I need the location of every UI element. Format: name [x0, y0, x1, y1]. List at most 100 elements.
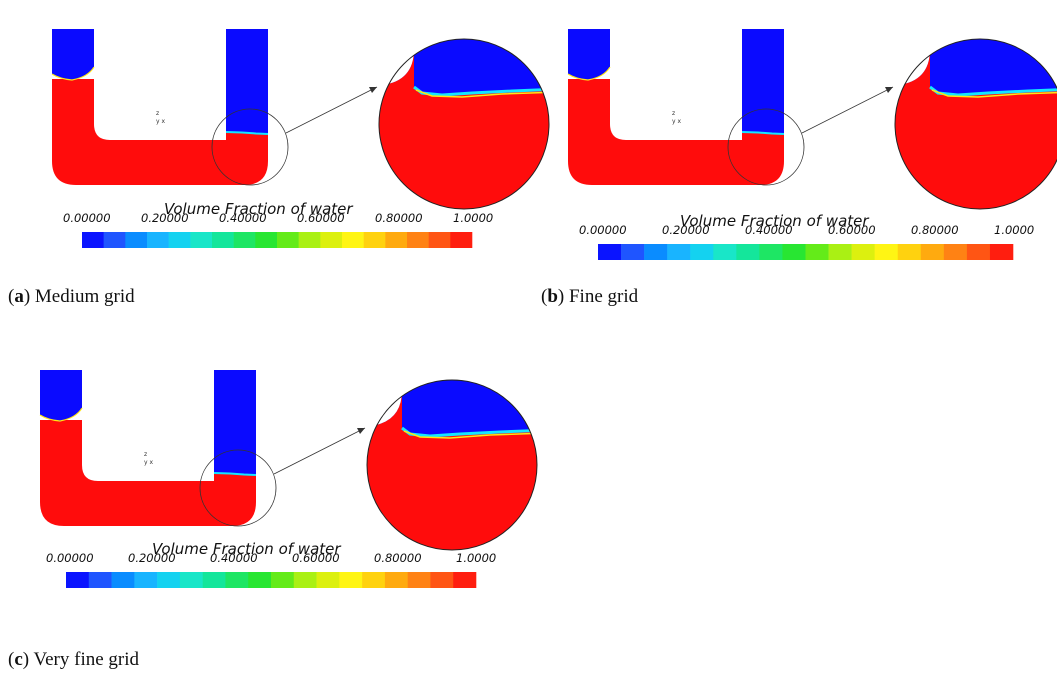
colorbar-swatch: [320, 232, 342, 248]
colorbar-tick-label: 1.0000: [994, 223, 1034, 237]
colorbar-swatch: [407, 232, 429, 248]
colorbar-swatch: [66, 572, 89, 588]
colorbar-swatch: [690, 244, 713, 260]
zoom-connector-arrow: [274, 428, 365, 474]
colorbar-tick-label: 0.40000: [219, 211, 267, 225]
contour-figure: z y x Volume Fraction of water 0.00000 0.…: [558, 29, 1057, 274]
axis-z-glyph: z: [144, 451, 147, 458]
colorbar-swatch: [104, 232, 126, 248]
colorbar-tick-label: 0.00000: [46, 551, 94, 565]
colorbar-swatch: [157, 572, 180, 588]
u-tube-contour: z y x: [40, 370, 256, 526]
zoomed-view: [372, 29, 562, 229]
colorbar-tick-label: 0.80000: [375, 211, 423, 225]
colorbar-swatch: [898, 244, 921, 260]
air-region-right: [742, 29, 784, 133]
colorbar-swatch: [342, 232, 364, 248]
colorbar-swatch: [621, 244, 644, 260]
contour-figure: z y x Volume Fraction of water 0.00000 0.…: [30, 370, 530, 615]
colorbar-swatch: [967, 244, 990, 260]
colorbar-swatch: [317, 572, 340, 588]
colorbar-swatch: [212, 232, 234, 248]
colorbar-tick-label: 0.40000: [745, 223, 793, 237]
colorbar: Volume Fraction of water 0.00000 0.20000 0…: [579, 212, 1034, 260]
colorbar-swatch: [667, 244, 690, 260]
colorbar-swatch: [450, 232, 472, 248]
colorbar-swatch: [362, 572, 385, 588]
colorbar-swatch: [921, 244, 944, 260]
air-region-left: [40, 370, 82, 421]
u-tube-contour: z y x: [568, 29, 784, 185]
colorbar-swatch: [829, 244, 852, 260]
colorbar-swatch: [169, 232, 191, 248]
colorbar-tick-label: 0.00000: [63, 211, 111, 225]
zoom-connector-arrow: [286, 87, 377, 133]
colorbar-swatch: [180, 572, 203, 588]
colorbar-swatch: [782, 244, 805, 260]
colorbar-swatch: [203, 572, 226, 588]
air-region-right: [214, 370, 256, 474]
colorbar-swatch: [147, 232, 169, 248]
colorbar-swatch: [806, 244, 829, 260]
colorbar-swatch: [190, 232, 212, 248]
colorbar-tick-label: 0.00000: [579, 223, 627, 237]
colorbar-swatch: [271, 572, 294, 588]
colorbar-swatch: [294, 572, 317, 588]
colorbar-swatch: [82, 232, 104, 248]
zoomed-view: [360, 370, 550, 570]
colorbar-swatch: [944, 244, 967, 260]
axis-xy-glyph: y x: [144, 459, 153, 466]
colorbar-tick-label: 0.60000: [297, 211, 345, 225]
colorbar-swatch: [453, 572, 476, 588]
colorbar-swatch: [125, 232, 147, 248]
panel-medium-grid: z y x Volume Fraction of water 0.00000 0.…: [42, 29, 542, 274]
colorbar-tick-label: 1.0000: [453, 211, 493, 225]
colorbar-tick-label: 0.60000: [292, 551, 340, 565]
axis-z-glyph: z: [672, 110, 675, 117]
colorbar-swatch: [644, 244, 667, 260]
colorbar-swatch: [364, 232, 386, 248]
panel-very-fine-grid: z y x Volume Fraction of water 0.00000 0.…: [30, 370, 530, 615]
axis-xy-glyph: y x: [672, 118, 681, 125]
colorbar-swatch: [134, 572, 157, 588]
colorbar-swatch: [112, 572, 135, 588]
colorbar-swatches: [82, 232, 472, 248]
colorbar-swatch: [713, 244, 736, 260]
colorbar-swatch: [875, 244, 898, 260]
caption-medium-grid: (a) Medium grid: [8, 286, 135, 308]
colorbar-swatches: [66, 572, 476, 588]
colorbar-swatch: [248, 572, 271, 588]
air-region-left: [52, 29, 94, 80]
axis-xy-glyph: y x: [156, 118, 165, 125]
colorbar-swatch: [277, 232, 299, 248]
colorbar-swatch: [89, 572, 112, 588]
colorbar-swatch: [736, 244, 759, 260]
colorbar-swatches: [598, 244, 1013, 260]
colorbar-tick-label: 0.40000: [210, 551, 258, 565]
air-region-right: [226, 29, 268, 133]
colorbar-swatch: [408, 572, 431, 588]
panel-fine-grid: z y x Volume Fraction of water 0.00000 0.…: [558, 29, 1057, 274]
colorbar-swatch: [385, 232, 407, 248]
caption-very-fine-grid: (c) Very fine grid: [8, 649, 139, 671]
colorbar-swatch: [429, 232, 451, 248]
colorbar-swatch: [339, 572, 362, 588]
colorbar-swatch: [299, 232, 321, 248]
colorbar-tick-label: 0.20000: [662, 223, 710, 237]
colorbar-swatch: [430, 572, 453, 588]
colorbar-tick-label: 1.0000: [456, 551, 496, 565]
air-region-left: [568, 29, 610, 80]
axis-z-glyph: z: [156, 110, 159, 117]
colorbar: Volume Fraction of water 0.00000 0.20000 0…: [63, 200, 493, 248]
colorbar-swatch: [598, 244, 621, 260]
colorbar-swatch: [990, 244, 1013, 260]
colorbar-swatch: [255, 232, 277, 248]
caption-fine-grid: (b) Fine grid: [541, 286, 638, 308]
colorbar-tick-label: 0.20000: [128, 551, 176, 565]
colorbar-swatch: [852, 244, 875, 260]
colorbar-tick-label: 0.80000: [911, 223, 959, 237]
colorbar-tick-label: 0.20000: [141, 211, 189, 225]
colorbar-swatch: [234, 232, 256, 248]
colorbar-swatch: [385, 572, 408, 588]
colorbar-swatch: [225, 572, 248, 588]
